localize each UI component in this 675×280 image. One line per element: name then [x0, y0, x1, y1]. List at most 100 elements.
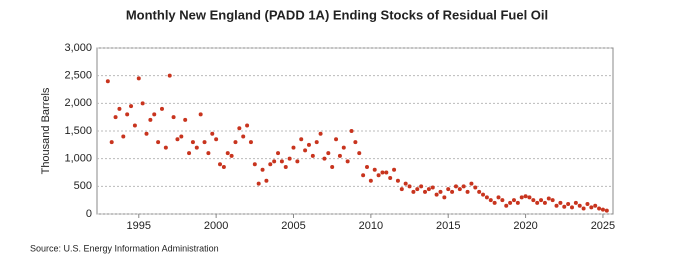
point — [198, 112, 203, 117]
point — [461, 184, 466, 189]
point — [450, 189, 455, 194]
point — [221, 164, 226, 169]
point — [384, 170, 389, 175]
point — [310, 153, 315, 158]
point — [604, 208, 609, 213]
x-tick-label: 1995 — [127, 220, 151, 232]
point — [426, 187, 431, 192]
point — [202, 140, 207, 145]
point — [248, 140, 253, 145]
point — [573, 200, 578, 205]
point — [295, 159, 300, 164]
point — [256, 181, 261, 186]
y-tick-label: 2,000 — [64, 97, 92, 109]
point — [214, 137, 219, 142]
point — [334, 137, 339, 142]
point — [380, 170, 385, 175]
point — [473, 185, 478, 190]
y-tick-label: 3,000 — [64, 42, 92, 54]
point — [132, 123, 137, 128]
point — [140, 101, 145, 106]
point — [287, 156, 292, 161]
point — [272, 159, 277, 164]
point — [438, 189, 443, 194]
point — [167, 73, 172, 78]
point — [376, 173, 381, 178]
point — [550, 198, 555, 203]
point — [558, 200, 563, 205]
point — [492, 200, 497, 205]
point — [252, 162, 257, 167]
point — [392, 167, 397, 172]
point — [245, 123, 250, 128]
point — [442, 195, 447, 200]
point — [539, 198, 544, 203]
point — [183, 117, 188, 122]
point — [535, 200, 540, 205]
point — [306, 142, 311, 147]
point — [330, 164, 335, 169]
point — [144, 131, 149, 136]
point — [585, 202, 590, 207]
point — [283, 164, 288, 169]
point — [121, 134, 126, 139]
point — [241, 134, 246, 139]
point — [322, 156, 327, 161]
point — [299, 137, 304, 142]
point — [542, 200, 547, 205]
point — [395, 178, 400, 183]
point — [129, 104, 134, 109]
point — [159, 106, 164, 111]
point — [187, 151, 192, 156]
point — [225, 151, 230, 156]
point — [589, 205, 594, 210]
point — [349, 129, 354, 133]
point — [469, 181, 474, 186]
point — [423, 189, 428, 194]
point — [156, 140, 161, 145]
y-tick-label: 0 — [86, 208, 92, 220]
point — [113, 115, 118, 120]
source: Source: U.S. Energy Information Administ… — [30, 243, 219, 253]
point — [453, 184, 458, 189]
point — [364, 164, 369, 169]
point — [117, 106, 122, 111]
point — [303, 148, 308, 153]
y-tick-label: 1,500 — [64, 125, 92, 137]
point — [546, 196, 551, 201]
point — [190, 140, 195, 145]
chart-title: Monthly New England (PADD 1A) Ending Sto… — [126, 7, 548, 22]
point — [403, 181, 408, 186]
point — [357, 151, 362, 156]
point — [264, 178, 269, 183]
point — [218, 162, 223, 167]
point — [415, 187, 420, 192]
point — [105, 79, 110, 84]
point — [318, 131, 323, 136]
point — [597, 206, 602, 211]
point — [237, 126, 242, 131]
point — [523, 194, 528, 199]
point — [388, 176, 393, 181]
x-tick-label: 2025 — [591, 220, 615, 232]
point — [361, 173, 366, 178]
point — [434, 192, 439, 197]
point — [593, 203, 598, 208]
point — [515, 200, 520, 205]
point — [194, 145, 199, 150]
point — [372, 167, 377, 172]
point — [136, 76, 141, 81]
point — [500, 198, 505, 203]
x-tick-label: 2000 — [204, 220, 228, 232]
point — [179, 134, 184, 139]
point — [109, 140, 114, 145]
point — [430, 185, 435, 190]
point — [175, 137, 180, 142]
point — [148, 117, 153, 122]
point — [233, 140, 238, 145]
point — [554, 203, 559, 208]
point — [210, 131, 215, 136]
point — [171, 115, 176, 120]
point — [481, 192, 486, 197]
point — [353, 140, 358, 145]
